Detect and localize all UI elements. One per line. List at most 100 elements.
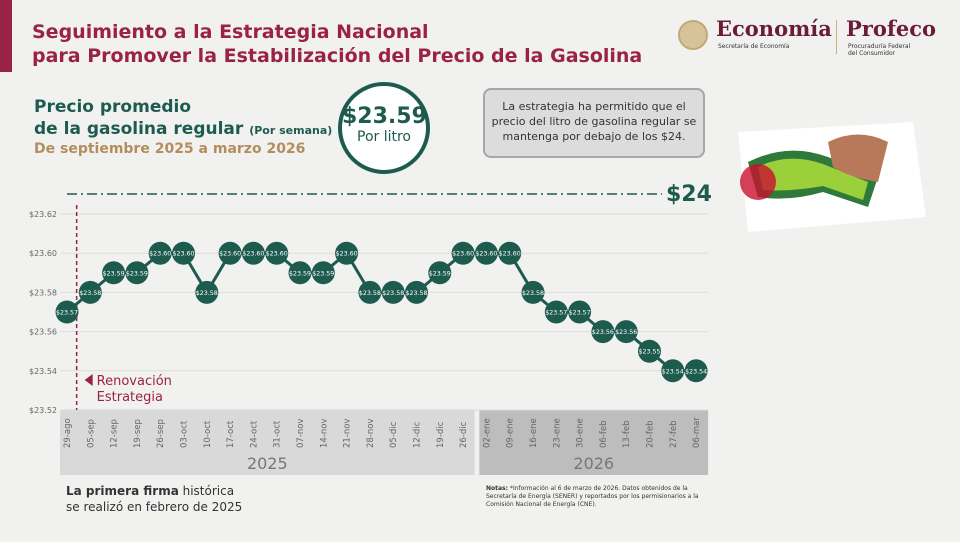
data-label: $23.60 [499, 251, 521, 258]
data-point [568, 300, 592, 324]
data-label: $23.56 [615, 329, 637, 336]
fuel-pump-nozzle-icon [738, 122, 926, 232]
data-point [125, 261, 149, 285]
y-tick-label: $23.56 [29, 328, 57, 337]
data-point [288, 261, 312, 285]
data-point [241, 241, 265, 265]
data-label: $23.60 [219, 251, 241, 258]
title-line-1: Seguimiento a la Estrategia Nacional [32, 21, 429, 43]
x-tick-label: 26-sep [156, 419, 166, 448]
data-point [498, 241, 522, 265]
data-point [265, 241, 289, 265]
data-label: $23.58 [382, 290, 404, 297]
reference-line-label: $24 [666, 182, 712, 207]
first-signature-note: La primera firma histórica se realizó en… [66, 483, 242, 515]
national-seal-icon [678, 20, 708, 50]
economia-subtitle: Secretaría de Economía [718, 43, 790, 50]
data-label: $23.56 [592, 329, 614, 336]
x-tick-label: 06-mar [692, 417, 702, 448]
x-tick-label: 21-nov [343, 418, 353, 448]
data-point [148, 241, 172, 265]
data-point [521, 280, 545, 304]
y-tick-label: $23.54 [29, 367, 57, 376]
x-tick-label: 05-dic [389, 421, 399, 448]
x-tick-label: 03-oct [180, 420, 190, 448]
data-label: $23.59 [312, 270, 334, 277]
x-tick-label: 07-nov [296, 418, 306, 448]
data-label: $23.59 [429, 270, 451, 277]
y-tick-label: $23.60 [29, 249, 57, 258]
data-point [614, 320, 638, 344]
data-point [172, 241, 195, 265]
data-point [451, 241, 475, 265]
data-point [311, 261, 335, 285]
first-signature-bold: La primera firma [66, 484, 179, 498]
summary-note: (Por semana) [249, 124, 333, 137]
profeco-logo: Profeco [846, 16, 937, 41]
x-tick-label: 30-ene [576, 418, 586, 448]
data-point [78, 280, 102, 304]
data-label: $23.57 [56, 310, 78, 317]
page-title: Seguimiento a la Estrategia Nacional par… [32, 20, 642, 68]
x-tick-label: 05-sep [86, 419, 96, 448]
x-tick-label: 17-oct [226, 420, 236, 448]
logos: Economía Secretaría de Economía Profeco … [676, 16, 946, 60]
data-label: $23.59 [126, 270, 148, 277]
title-line-2: para Promover la Estabilización del Prec… [32, 45, 643, 67]
year-label: 2025 [247, 454, 288, 473]
data-point [428, 261, 452, 285]
x-tick-label: 10-oct [203, 420, 213, 448]
data-label: $23.58 [359, 290, 381, 297]
data-label: $23.57 [569, 310, 591, 317]
x-tick-label: 24-oct [249, 420, 259, 448]
notes-label: Notas: [486, 485, 509, 492]
data-point [102, 261, 126, 285]
data-point [358, 280, 382, 304]
x-tick-label: 29-ago [63, 418, 73, 448]
x-tick-label: 26-dic [459, 421, 469, 448]
data-label: $23.60 [452, 251, 474, 258]
data-point [55, 300, 79, 324]
notes-text: *Información al 6 de marzo de 2026. Dato… [486, 485, 699, 508]
accent-bar [0, 0, 12, 72]
data-label: $23.60 [475, 251, 497, 258]
data-label: $23.60 [172, 251, 194, 258]
data-label: $23.60 [266, 251, 288, 258]
x-tick-label: 13-feb [622, 420, 632, 448]
logo-divider [836, 20, 837, 54]
x-tick-label: 09-ene [506, 418, 516, 448]
first-signature-rest: histórica [178, 484, 235, 498]
x-tick-label: 20-feb [646, 420, 656, 448]
price-badge: $23.59 Por litro [338, 82, 430, 174]
data-label: $23.57 [545, 310, 567, 317]
data-point [638, 339, 661, 363]
price-unit: Por litro [357, 129, 411, 145]
profeco-sub-2: del Consumidor [848, 50, 896, 57]
y-tick-label: $23.58 [29, 288, 57, 297]
data-point [661, 359, 685, 383]
data-point [474, 241, 498, 265]
x-tick-label: 02-ene [482, 418, 492, 448]
summary-heading: Precio promedio de la gasolina regular (… [34, 96, 332, 142]
annotation-line-1: Renovación [97, 374, 172, 389]
data-label: $23.59 [289, 270, 311, 277]
x-tick-label: 12-sep [110, 419, 120, 448]
x-tick-label: 27-feb [669, 420, 679, 448]
year-label: 2026 [573, 454, 614, 473]
data-label: $23.58 [79, 290, 101, 297]
y-tick-label: $23.62 [29, 210, 57, 219]
notes: Notas: *Información al 6 de marzo de 202… [486, 485, 716, 509]
period-label: De septiembre 2025 a marzo 2026 [34, 141, 306, 157]
summary-line-1: Precio promedio [34, 97, 192, 117]
x-tick-label: 14-nov [319, 418, 329, 448]
x-tick-label: 16-ene [529, 418, 539, 448]
year-band-2026 [479, 410, 709, 475]
data-label: $23.59 [103, 270, 125, 277]
data-label: $23.54 [662, 368, 684, 375]
first-signature-line-2: se realizó en febrero de 2025 [66, 500, 243, 514]
x-tick-label: 28-nov [366, 418, 376, 448]
economia-logo: Economía [716, 16, 832, 41]
data-point [405, 280, 428, 304]
profeco-subtitle: Procuraduría Federal del Consumidor [848, 43, 910, 57]
